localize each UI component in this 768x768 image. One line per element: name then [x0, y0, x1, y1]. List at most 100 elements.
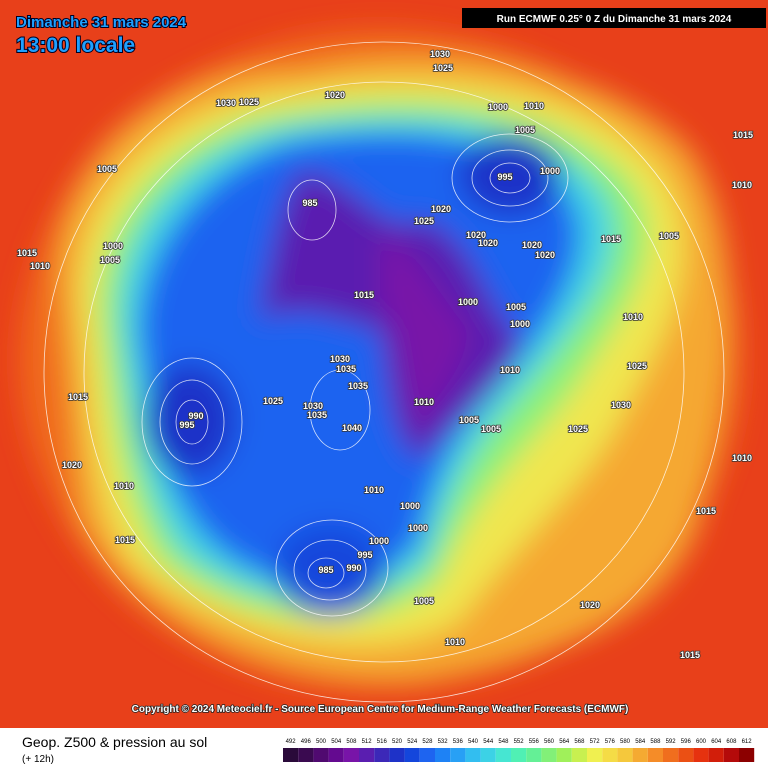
legend-swatch: [450, 748, 466, 762]
legend-label: 492: [286, 739, 297, 745]
isobar-label: 1015: [68, 392, 88, 402]
isobar-label: 995: [179, 420, 194, 430]
isobar-label: 1015: [354, 290, 374, 300]
legend-label: 568: [574, 739, 585, 745]
legend-swatch: [313, 748, 329, 762]
isobar-label: 1025: [239, 97, 259, 107]
legend-swatch: [480, 748, 496, 762]
isobar-label: 1020: [580, 600, 600, 610]
legend-swatch: [602, 748, 618, 762]
legend-swatch: [359, 748, 375, 762]
isobar-label: 1005: [97, 164, 117, 174]
isobar-label: 1005: [659, 231, 679, 241]
legend-label: 524: [407, 739, 418, 745]
isobar-label: 1005: [100, 255, 120, 265]
isobar-label: 1005: [459, 415, 479, 425]
legend-label: 540: [468, 739, 479, 745]
isobar-label: 1030: [430, 49, 450, 59]
lead-time: (+ 12h): [22, 754, 54, 765]
isobar-label: 1020: [522, 240, 542, 250]
legend-label: 580: [620, 739, 631, 745]
legend-swatch: [617, 748, 633, 762]
legend-label: 512: [362, 739, 373, 745]
isobar-label: 985: [318, 565, 333, 575]
legend-label: 596: [681, 739, 692, 745]
isobar-label: 1000: [458, 297, 478, 307]
legend-label: 588: [650, 739, 661, 745]
legend-swatch: [723, 748, 739, 762]
isobar-label: 1010: [414, 397, 434, 407]
isobar-labels: 1030 1025 1030 1025 1020 1000 1010 1005 995 1000 1…: [16, 48, 754, 661]
legend-swatch: [511, 748, 527, 762]
legend-label: 576: [605, 739, 616, 745]
legend-swatch: [404, 748, 420, 762]
isobar-label: 1020: [431, 204, 451, 214]
legend-swatch: [678, 748, 694, 762]
isobar-label: 1025: [414, 216, 434, 226]
legend-label: 600: [696, 739, 707, 745]
legend-label: 536: [453, 739, 464, 745]
isobar-label: 1010: [30, 261, 50, 271]
legend-label: 516: [377, 739, 388, 745]
legend-label: 604: [711, 739, 722, 745]
isobar-label: 1000: [103, 241, 123, 251]
isobar-label: 1015: [680, 650, 700, 660]
legend-swatch: [632, 748, 648, 762]
legend-label: 520: [392, 739, 403, 745]
isobar-label: 1010: [114, 481, 134, 491]
isobar-label: 1020: [325, 90, 345, 100]
isobar-label: 995: [357, 550, 372, 560]
legend-swatch: [419, 748, 435, 762]
isobar-label: 1015: [115, 535, 135, 545]
isobar-label: 1030: [330, 354, 350, 364]
isobar-label: 1025: [568, 424, 588, 434]
isobar-label: 1020: [62, 460, 82, 470]
legend-label: 560: [544, 739, 555, 745]
color-legend: 492 496 500 504 508 512 516 520 524 528 532 536 540 5…: [283, 739, 755, 762]
legend-label: 504: [331, 739, 342, 745]
isobar-label: 1005: [481, 424, 501, 434]
isobar-label: 1005: [414, 596, 434, 606]
isobar-label: 985: [302, 198, 317, 208]
legend-label: 508: [346, 739, 357, 745]
isobar-label: 1015: [696, 506, 716, 516]
legend-swatch: [708, 748, 724, 762]
run-box: [462, 8, 766, 28]
legend-label: 528: [422, 739, 433, 745]
isobar-label: 1020: [466, 230, 486, 240]
legend-label: 552: [514, 739, 525, 745]
legend-swatch: [374, 748, 390, 762]
legend-label: 592: [666, 739, 677, 745]
legend-swatch: [495, 748, 511, 762]
isobar-label: 1020: [478, 238, 498, 248]
field: [0, 0, 768, 728]
isobar-label: 1010: [524, 101, 544, 111]
isobar-label: 990: [346, 563, 361, 573]
isobar-label: 1035: [307, 410, 327, 420]
isobar-label: 1035: [348, 381, 368, 391]
legend-label: 500: [316, 739, 327, 745]
isobar-label: 1030: [303, 401, 323, 411]
legend-label: 532: [438, 739, 449, 745]
legend-label: 572: [590, 739, 601, 745]
isobar-label: 1020: [535, 250, 555, 260]
legend-label: 564: [559, 739, 570, 745]
isobar-label: 995: [497, 172, 512, 182]
legend-label: 544: [483, 739, 494, 745]
isobar-label: 1005: [506, 302, 526, 312]
isobar-label: 1010: [445, 637, 465, 647]
legend-swatch: [663, 748, 679, 762]
isobar-label: 1000: [408, 523, 428, 533]
legend-swatch: [541, 748, 557, 762]
legend-label: 608: [726, 739, 737, 745]
legend-swatch: [693, 748, 709, 762]
legend-label: 584: [635, 739, 646, 745]
isobar-label: 1000: [369, 536, 389, 546]
legend-swatch: [647, 748, 663, 762]
isobar-label: 1025: [433, 63, 453, 73]
legend-swatch: [465, 748, 481, 762]
isobar-label: 1035: [336, 364, 356, 374]
date: Dimanche 31 mars 2024: [16, 14, 187, 31]
isobar-label: 1000: [510, 319, 530, 329]
